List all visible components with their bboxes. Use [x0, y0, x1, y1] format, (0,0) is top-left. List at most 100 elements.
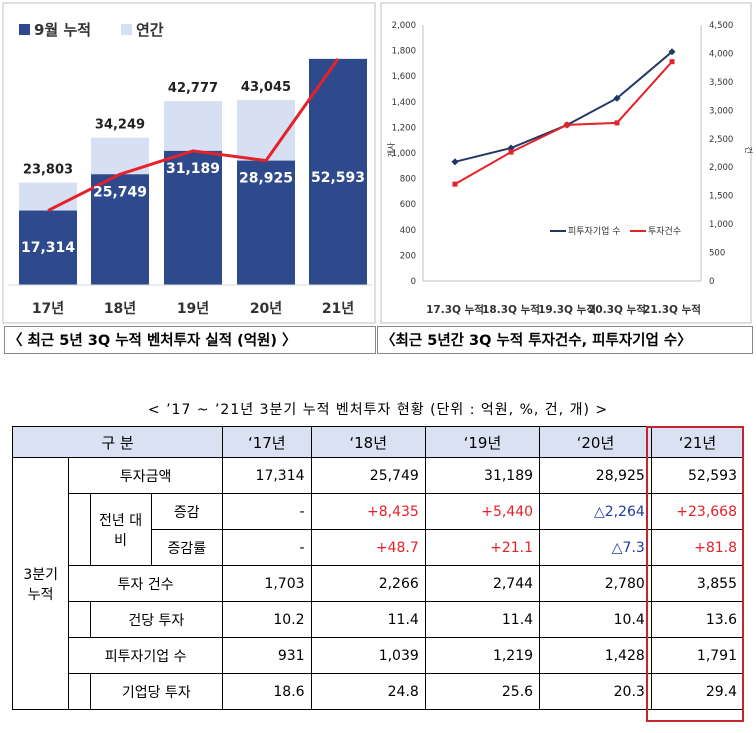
bar-cumulative	[237, 160, 295, 285]
y-tick-left: 1,800	[392, 47, 416, 57]
y-tick-left: 1,600	[392, 72, 416, 82]
legend-label-cumulative: 9월 누적	[34, 21, 91, 39]
data-label-annual: 42,777	[168, 81, 218, 96]
data-label-cumulative: 17,314	[21, 240, 75, 256]
cell-change-rate: -	[222, 529, 312, 566]
trend-line	[47, 57, 340, 212]
cell-deals: 2,744	[424, 565, 541, 602]
data-label-cumulative: 52,593	[311, 170, 365, 186]
series-point-firms	[613, 94, 621, 102]
legend-swatch-cumulative	[19, 24, 30, 35]
cell-change: +8,435	[310, 493, 426, 530]
cell-per-firm: 18.6	[222, 673, 312, 710]
data-label-cumulative: 28,925	[239, 171, 293, 187]
legend-label-firms: 피투자기업 수	[568, 226, 621, 237]
row-label-change-rate: 증감률	[150, 529, 224, 566]
cell-per-deal: 13.6	[650, 601, 745, 638]
row-label-per-deal: 건당 투자	[89, 601, 224, 638]
x-tick-label: 21.3Q 누적	[643, 303, 701, 316]
y-tick-right: 1,000	[709, 220, 733, 230]
y-tick-left: 200	[400, 251, 416, 261]
y-axis-right-label: 건	[744, 146, 754, 153]
y-tick-left: 2,000	[392, 21, 416, 31]
y-tick-left: 1,200	[392, 123, 416, 133]
table-row-per-firm: 기업당 투자 18.6 24.8 25.6 20.3 29.4	[13, 673, 745, 710]
y-tick-left: 400	[400, 226, 416, 236]
y-tick-left: 800	[400, 175, 416, 185]
cell-change-rate: △7.3	[539, 529, 652, 566]
bar-cumulative	[164, 150, 222, 285]
row-sub-group-label: 전년 대비	[89, 493, 152, 566]
y-tick-right: 3,500	[709, 78, 733, 88]
cell-amount: 25,749	[310, 457, 426, 494]
cell-deals: 1,703	[222, 565, 312, 602]
table-row-change-rate: 증감률 - +48.7 +21.1 △7.3 +81.8	[13, 529, 745, 566]
row-label-change: 증감	[150, 493, 224, 530]
cell-firms: 1,791	[650, 637, 745, 674]
cell-firms: 1,039	[310, 637, 426, 674]
cell-per-firm: 29.4	[650, 673, 745, 710]
cell-per-deal: 11.4	[424, 601, 541, 638]
cell-amount: 52,593	[650, 457, 745, 494]
row-label-amount: 투자금액	[68, 457, 223, 494]
chart2-svg: 2,000 1,800 1,600 1,400 1,200 1,000 800 600 400 2…	[380, 2, 754, 324]
table-header-row: 구 분 ‘17년 ‘18년 ‘19년 ‘20년 ‘21년	[12, 426, 745, 458]
x-tick-label: 19.3Q 누적	[538, 303, 596, 316]
header-year: ‘18년	[310, 426, 426, 458]
series-point-firms	[668, 48, 676, 56]
table-row-firms: 피투자기업 수 931 1,039 1,219 1,428 1,791	[13, 637, 745, 674]
table-row-per-deal: 건당 투자 10.2 11.4 11.4 10.4 13.6	[13, 601, 745, 638]
x-tick-label: 20년	[250, 301, 282, 317]
x-tick-label: 17.3Q 누적	[426, 303, 484, 316]
chart2-frame	[380, 2, 752, 324]
bar-cumulative	[309, 58, 367, 286]
x-tick-label: 21년	[322, 301, 354, 317]
data-label-cumulative: 25,749	[93, 184, 147, 200]
y-tick-left: 1,400	[392, 98, 416, 108]
chart-cumulative-investment: 17,314 25,749 31,189 28,925 52,593 23,803 34,2…	[0, 0, 378, 355]
header-year: ‘17년	[222, 426, 312, 458]
x-tick-label: 18.3Q 누적	[482, 303, 540, 316]
cell-change: △2,264	[539, 493, 652, 530]
y-tick-right: 0	[709, 277, 714, 287]
legend-label-annual: 연간	[136, 21, 164, 39]
cell-per-deal: 10.2	[222, 601, 312, 638]
legend-label-deals: 투자건수	[648, 226, 681, 237]
bar-cumulative	[19, 210, 77, 285]
data-label-annual: 34,249	[95, 118, 145, 133]
cell-firms: 1,428	[539, 637, 652, 674]
y-tick-left: 0	[411, 277, 416, 287]
caption-chart2: 〈최근 5년간 3Q 누적 투자건수, 피투자기업 수〉	[377, 326, 753, 354]
y-tick-right: 2,500	[709, 135, 733, 145]
x-tick-label: 17년	[32, 301, 64, 317]
row-label-deals: 투자 건수	[68, 565, 223, 602]
table-title: < ’17 ~ ’21년 3분기 누적 벤처투자 현황 (단위 : 억원, %,…	[147, 402, 609, 418]
header-category: 구 분	[12, 426, 223, 458]
x-tick-label: 18년	[104, 301, 136, 317]
cell-change-rate: +48.7	[310, 529, 426, 566]
row-label-firms: 피투자기업 수	[68, 637, 223, 674]
cell-change: +5,440	[424, 493, 541, 530]
cell-amount: 31,189	[424, 457, 541, 494]
y-tick-right: 1,500	[709, 192, 733, 202]
series-point-firms	[451, 158, 459, 166]
y-tick-right: 3,000	[709, 106, 733, 116]
data-label-annual: 43,045	[241, 80, 291, 95]
y-tick-right: 4,500	[709, 21, 733, 31]
y-tick-left: 1,000	[392, 149, 416, 159]
y-tick-left: 600	[400, 200, 416, 210]
caption-chart1: 〈 최근 5년 3Q 누적 벤처투자 실적 (억원) 〉	[4, 326, 376, 354]
header-year: ‘20년	[539, 426, 652, 458]
bar-cumulative	[91, 174, 149, 285]
row-label-per-firm: 기업당 투자	[89, 673, 224, 710]
data-label-cumulative: 31,189	[166, 161, 220, 177]
series-point-deals	[669, 59, 675, 65]
cell-change: +23,668	[650, 493, 745, 530]
table-row-deals: 투자 건수 1,703 2,266 2,744 2,780 3,855	[13, 565, 745, 602]
x-tick-label: 20.3Q 누적	[588, 303, 646, 316]
cell-firms: 931	[222, 637, 312, 674]
cell-per-firm: 25.6	[424, 673, 541, 710]
legend-swatch-annual	[121, 24, 132, 35]
chart1-svg: 17,314 25,749 31,189 28,925 52,593 23,803 34,2…	[2, 2, 376, 324]
row-group-label: 3분기 누적	[11, 457, 70, 710]
